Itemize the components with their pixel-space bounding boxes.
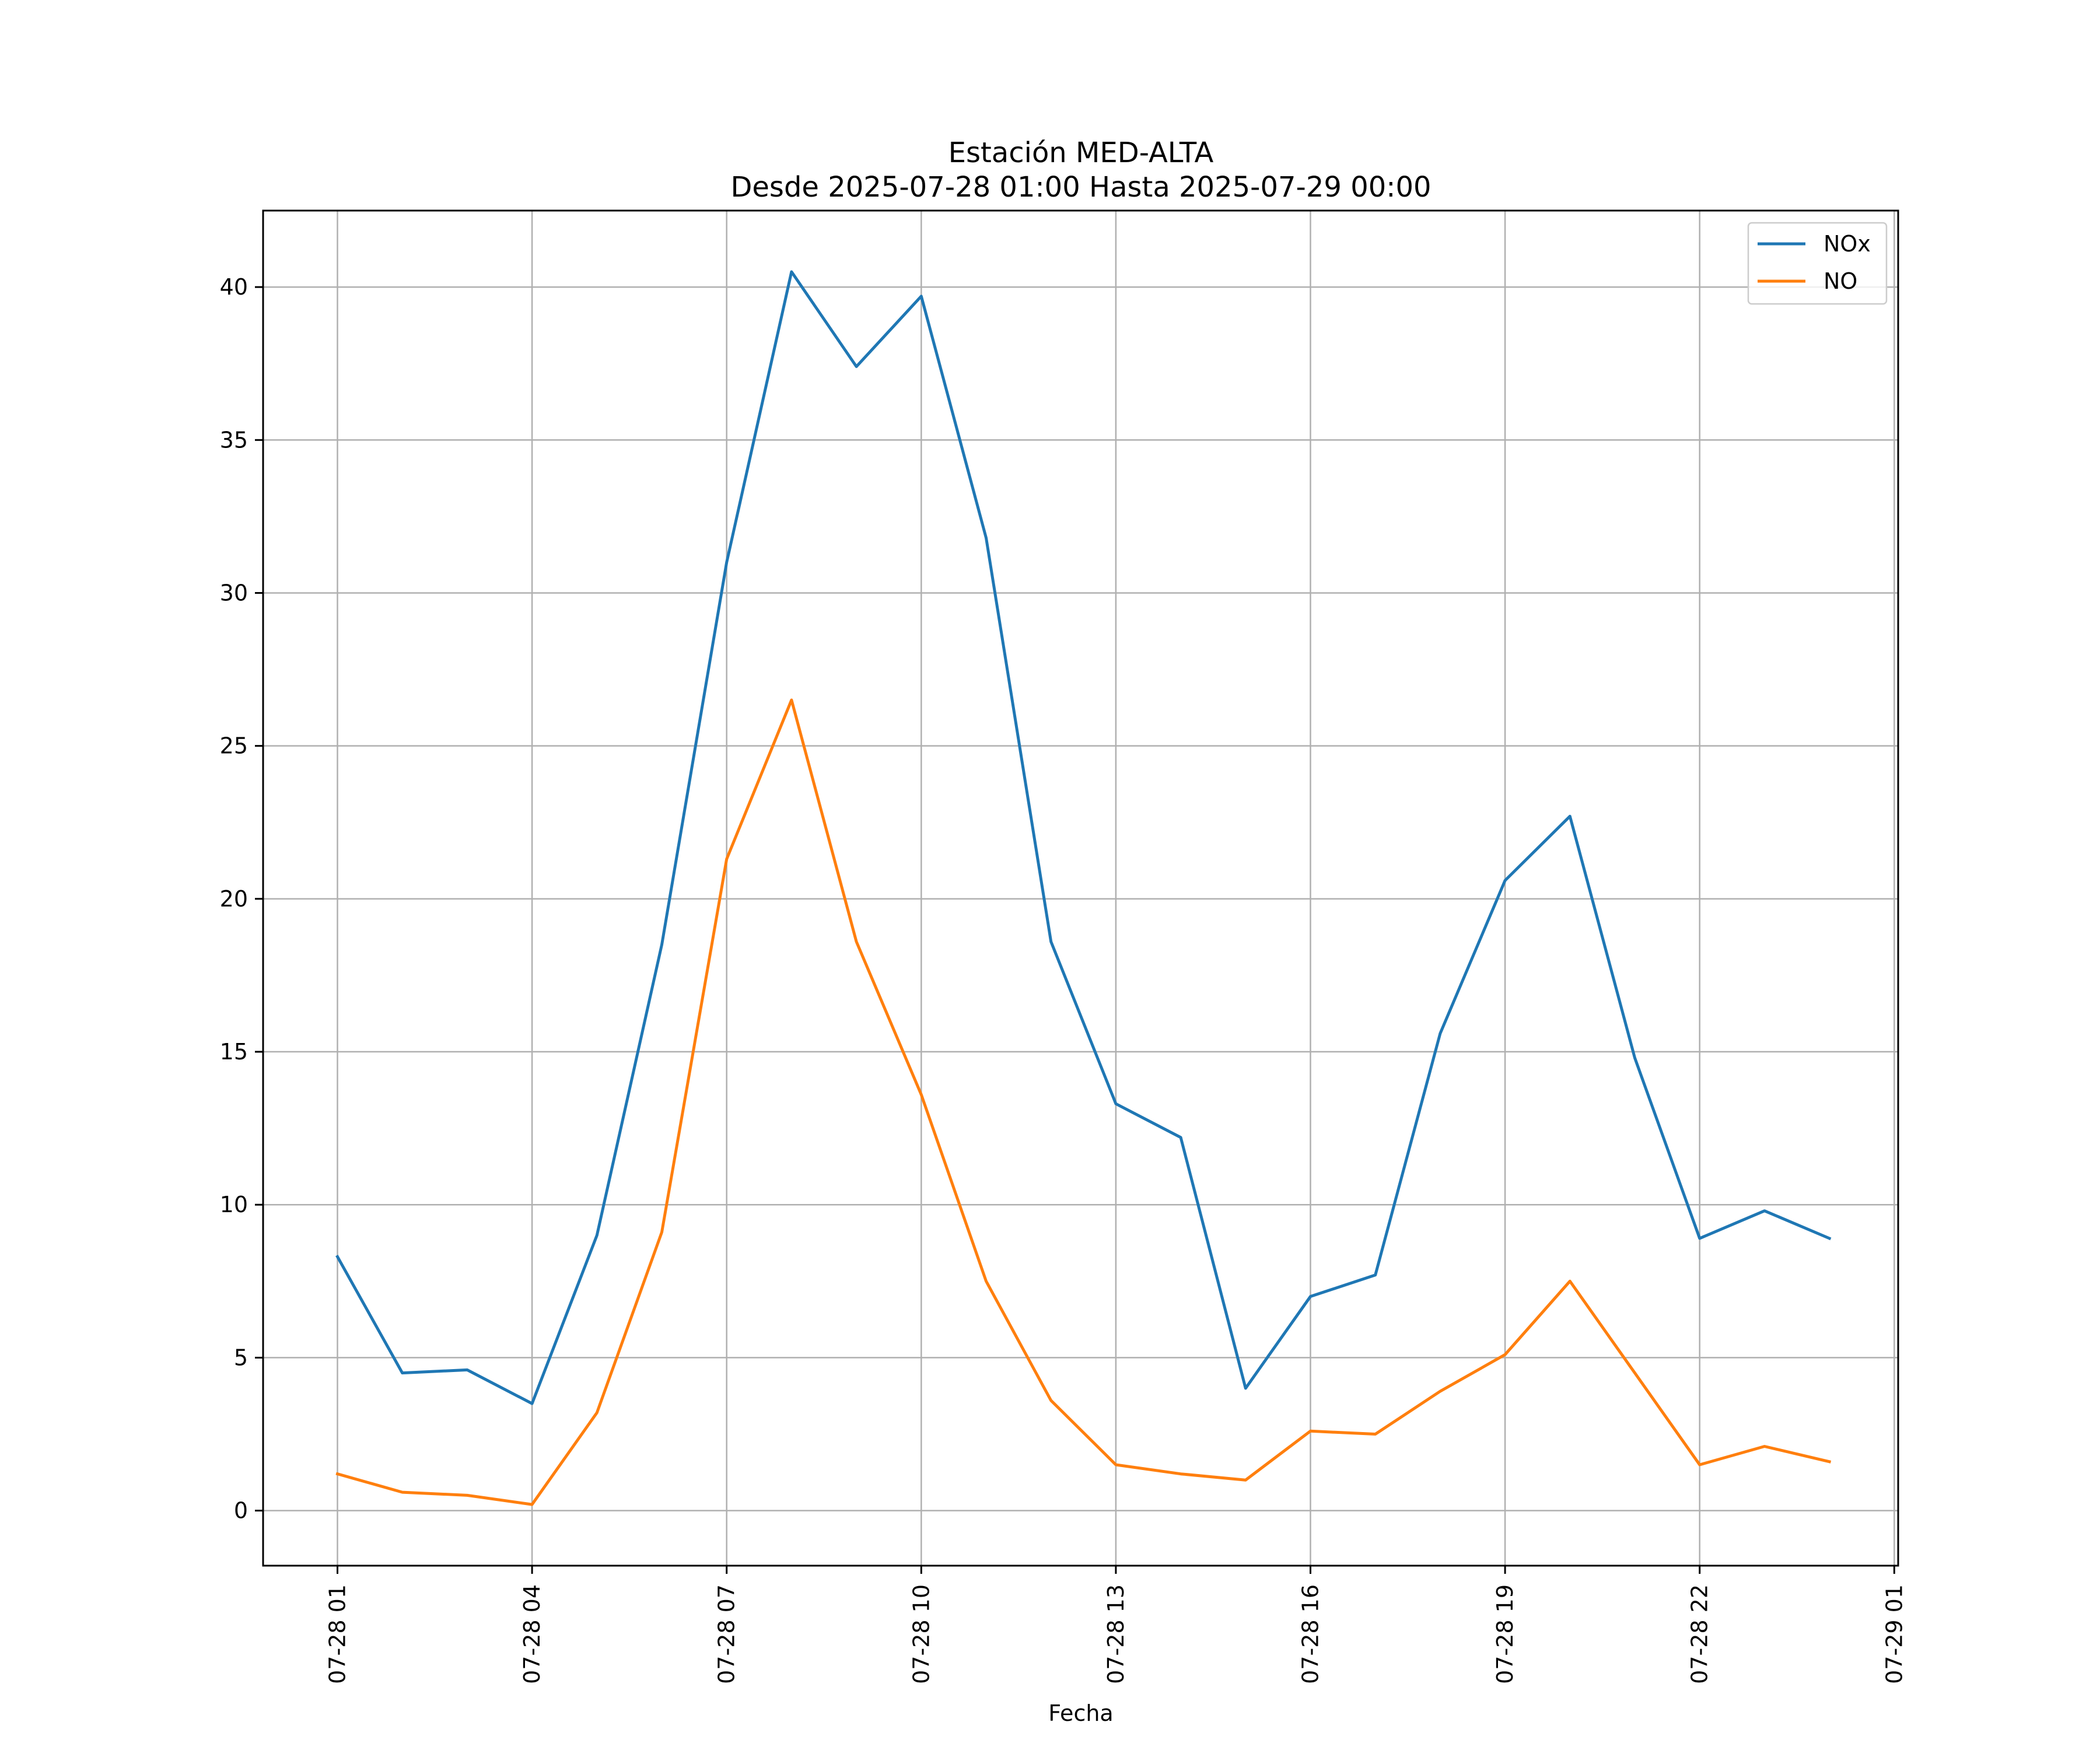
y-tick-label: 40 (220, 274, 248, 300)
x-tick-label: 07-29 01 (1881, 1584, 1907, 1684)
y-tick-label: 10 (220, 1192, 248, 1217)
plot-frame (262, 209, 1899, 1567)
chart-title: Estación MED-ALTA (949, 136, 1214, 169)
x-axis-label: Fecha (1048, 1700, 1113, 1726)
x-tick-label: 07-28 13 (1103, 1584, 1129, 1684)
series-line-no (335, 698, 1832, 1506)
x-tick-label: 07-28 10 (908, 1584, 934, 1684)
x-tick-label: 07-28 01 (325, 1584, 351, 1684)
y-tick-label: 20 (220, 886, 248, 912)
series-layer (335, 270, 1832, 1506)
legend-label-no: NO (1824, 268, 1857, 294)
x-axis: 07-28 01 07-28 04 07-28 07 07-28 10 07-28 13… (325, 1566, 1907, 1684)
grid-lines (263, 211, 1898, 1566)
x-tick-label: 07-28 22 (1687, 1584, 1713, 1684)
y-tick-label: 35 (220, 427, 248, 453)
legend: NOx NO (1747, 222, 1888, 305)
series-line-nox (335, 270, 1832, 1405)
legend-label-nox: NOx (1824, 231, 1871, 257)
y-tick-label: 25 (220, 733, 248, 759)
x-tick-label: 07-28 04 (519, 1584, 545, 1684)
y-axis: 0 5 10 15 20 25 30 35 40 (220, 274, 263, 1524)
y-tick-label: 15 (220, 1039, 248, 1065)
y-tick-label: 0 (234, 1498, 248, 1524)
x-tick-label: 07-28 19 (1492, 1584, 1518, 1684)
x-tick-label: 07-28 07 (714, 1584, 740, 1684)
x-tick-label: 07-28 16 (1298, 1584, 1324, 1684)
chart-subtitle: Desde 2025-07-28 01:00 Hasta 2025-07-29 … (730, 171, 1431, 204)
y-tick-label: 5 (234, 1345, 248, 1370)
y-tick-label: 30 (220, 580, 248, 606)
